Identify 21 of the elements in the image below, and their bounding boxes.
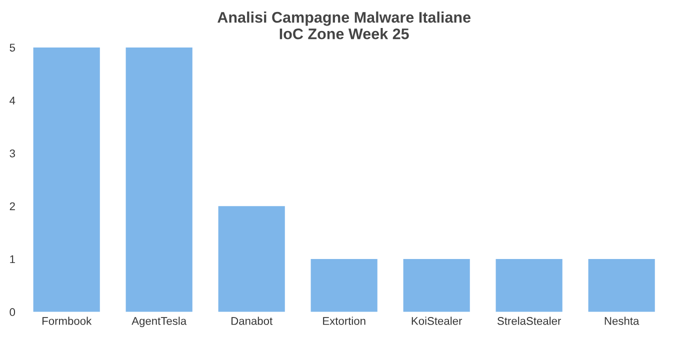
y-tick-label: 3 bbox=[10, 149, 15, 158]
bar bbox=[496, 258, 562, 312]
y-tick-label: 0 bbox=[10, 308, 16, 316]
bar bbox=[33, 47, 100, 312]
bar bbox=[218, 206, 285, 312]
y-tick-label: 4 bbox=[10, 96, 16, 104]
bar bbox=[126, 47, 192, 312]
x-tick-label: Formbook bbox=[42, 316, 92, 325]
y-tick-label: 5 bbox=[10, 44, 16, 52]
x-tick-label: StrelaStealer bbox=[497, 316, 562, 325]
bar bbox=[588, 258, 655, 312]
x-tick-label: Danabot bbox=[231, 316, 273, 325]
x-tick-label: KoiStealer bbox=[412, 316, 462, 325]
bar bbox=[403, 258, 470, 312]
x-tick-label: AgentTesla bbox=[132, 316, 187, 328]
x-tick-label: Extortion bbox=[323, 316, 366, 325]
bar bbox=[310, 258, 378, 312]
y-tick-label: 1 bbox=[10, 255, 15, 264]
chart-title: Analisi Campagne Malware Italiane IoC Zone Week 25 bbox=[218, 12, 471, 40]
x-tick-label: Neshta bbox=[604, 316, 640, 325]
y-tick-label: 2 bbox=[10, 202, 15, 210]
